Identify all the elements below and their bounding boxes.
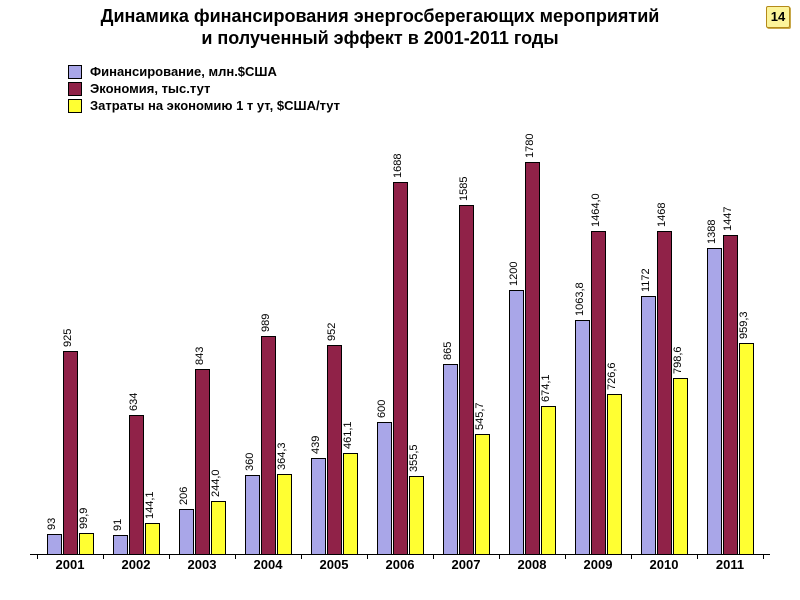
bar-value-label: 952 xyxy=(326,322,338,340)
chart-title: Динамика финансирования энергосберегающи… xyxy=(0,6,760,49)
bar xyxy=(343,453,358,555)
bar xyxy=(607,394,622,555)
bar xyxy=(739,343,754,555)
bar xyxy=(79,533,94,555)
bar-value-label: 798,6 xyxy=(672,347,684,375)
x-tick-label: 2007 xyxy=(452,557,481,572)
bar-value-label: 99,9 xyxy=(78,508,90,529)
bar-value-label: 1172 xyxy=(640,268,652,292)
bar xyxy=(63,351,78,555)
bar xyxy=(409,476,424,555)
bar-value-label: 244,0 xyxy=(210,470,222,498)
x-tick-label: 2009 xyxy=(584,557,613,572)
bar-value-label: 1468 xyxy=(656,202,668,226)
bar xyxy=(311,458,326,555)
bar xyxy=(195,369,210,555)
legend-item: Экономия, тыс.тут xyxy=(68,81,340,96)
title-line-2: и полученный эффект в 2001-2011 годы xyxy=(201,28,558,48)
legend-swatch xyxy=(68,65,82,79)
bar xyxy=(393,182,408,555)
bar-value-label: 1464,0 xyxy=(590,194,602,228)
bar xyxy=(575,320,590,555)
bar xyxy=(459,205,474,555)
bar-value-label: 1200 xyxy=(508,261,520,285)
bar xyxy=(541,406,556,555)
bar xyxy=(673,378,688,555)
bar xyxy=(657,231,672,556)
bar-value-label: 959,3 xyxy=(738,311,750,339)
bar-value-label: 439 xyxy=(310,436,322,454)
bar xyxy=(179,509,194,555)
x-tick-label: 2008 xyxy=(518,557,547,572)
bar-value-label: 1585 xyxy=(458,176,470,200)
bar-value-label: 1447 xyxy=(722,207,734,231)
chart-plot-area: 93 925 99,9 91 634 144,1 206 843 244,0 360 989 364,… xyxy=(30,135,770,555)
bar-value-label: 674,1 xyxy=(540,374,552,402)
bar-value-label: 865 xyxy=(442,341,454,359)
legend-label: Затраты на экономию 1 т ут, $США/тут xyxy=(90,98,340,113)
legend-label: Экономия, тыс.тут xyxy=(90,81,210,96)
bar xyxy=(509,290,524,555)
legend-item: Финансирование, млн.$США xyxy=(68,64,340,79)
bar-value-label: 355,5 xyxy=(408,445,420,473)
bar xyxy=(245,475,260,555)
bar-value-label: 360 xyxy=(244,453,256,471)
bar xyxy=(641,296,656,555)
bar-value-label: 1388 xyxy=(706,220,718,244)
bar-value-label: 93 xyxy=(46,518,58,530)
bar xyxy=(377,422,392,555)
bar xyxy=(113,535,128,555)
bar-value-label: 634 xyxy=(128,393,140,411)
bar xyxy=(327,345,342,555)
bar xyxy=(129,415,144,555)
bar-value-label: 364,3 xyxy=(276,443,288,471)
legend-item: Затраты на экономию 1 т ут, $США/тут xyxy=(68,98,340,113)
bar xyxy=(525,162,540,555)
bar-value-label: 1688 xyxy=(392,153,404,177)
x-tick-label: 2002 xyxy=(122,557,151,572)
chart-legend: Финансирование, млн.$США Экономия, тыс.ту… xyxy=(68,62,340,115)
legend-label: Финансирование, млн.$США xyxy=(90,64,277,79)
bar xyxy=(723,235,738,555)
bar xyxy=(47,534,62,555)
legend-swatch xyxy=(68,99,82,113)
bar-value-label: 1780 xyxy=(524,133,536,157)
bar-value-label: 144,1 xyxy=(144,492,156,520)
bar xyxy=(261,336,276,555)
bar-value-label: 989 xyxy=(260,314,272,332)
bar xyxy=(475,434,490,555)
x-tick-label: 2011 xyxy=(716,557,744,572)
bar-value-label: 843 xyxy=(194,346,206,364)
bar-value-label: 1063,8 xyxy=(574,282,586,316)
bar xyxy=(145,523,160,555)
bar-value-label: 600 xyxy=(376,400,388,418)
x-axis-labels: 2001 2002 2003 2004 2005 2006 2007 2008 2009 2010… xyxy=(30,555,770,585)
x-tick-label: 2006 xyxy=(386,557,415,572)
page-number-badge: 14 xyxy=(766,6,790,28)
legend-swatch xyxy=(68,82,82,96)
x-tick-label: 2005 xyxy=(320,557,349,572)
bar-value-label: 925 xyxy=(62,328,74,346)
bar-value-label: 461,1 xyxy=(342,422,354,450)
x-tick-label: 2001 xyxy=(56,557,85,572)
x-tick-label: 2003 xyxy=(188,557,217,572)
bar-value-label: 91 xyxy=(112,519,124,531)
bar-value-label: 545,7 xyxy=(474,403,486,431)
bar xyxy=(277,474,292,555)
title-line-1: Динамика финансирования энергосберегающи… xyxy=(101,6,660,26)
bar-value-label: 206 xyxy=(178,487,190,505)
bar xyxy=(211,501,226,555)
bar xyxy=(443,364,458,555)
bar xyxy=(707,248,722,555)
bar-value-label: 726,6 xyxy=(606,363,618,391)
x-tick-label: 2010 xyxy=(650,557,679,572)
x-tick-label: 2004 xyxy=(254,557,283,572)
bar xyxy=(591,231,606,555)
